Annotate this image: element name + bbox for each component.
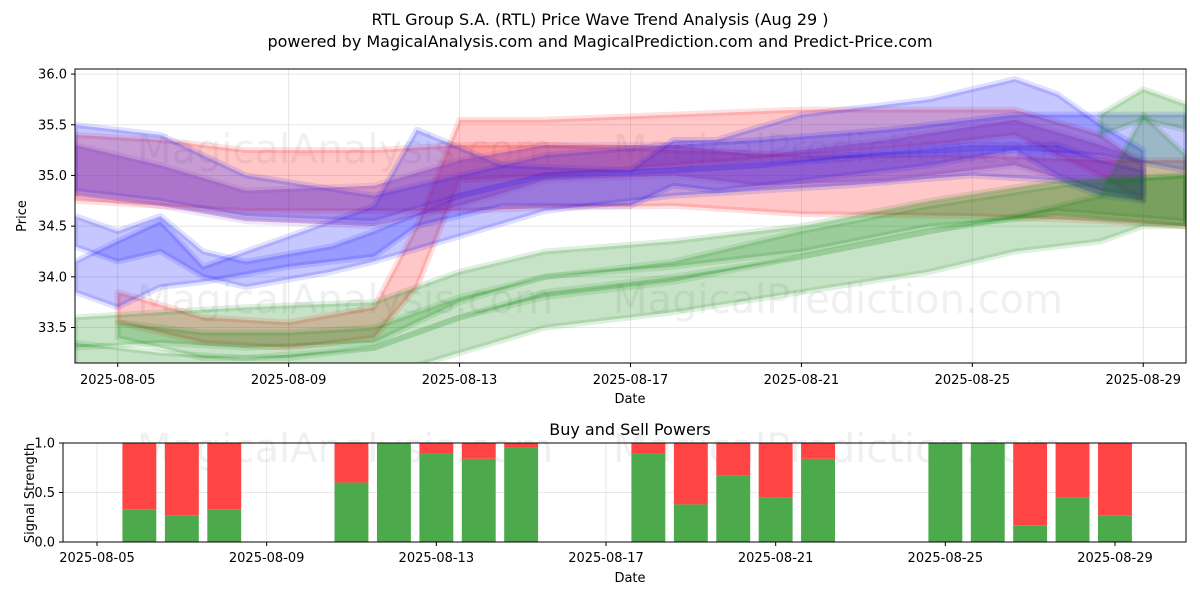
power-x-tick-label: 2025-08-21 — [738, 551, 814, 566]
sell-power-bar — [461, 443, 496, 459]
sell-power-bar — [716, 443, 751, 476]
price-x-tick-label: 2025-08-25 — [935, 373, 1011, 388]
buy-power-bar — [334, 482, 369, 542]
price-y-axis-label: Price — [15, 200, 30, 232]
power-y-tick-label: 0.0 — [34, 536, 55, 551]
sell-power-bar — [758, 443, 793, 498]
power-x-tick-label: 2025-08-29 — [1077, 551, 1153, 566]
power-x-axis-label: Date — [614, 571, 645, 586]
buy-power-bar — [631, 453, 666, 542]
chart-subtitle: powered by MagicalAnalysis.com and Magic… — [267, 32, 932, 51]
power-x-tick-label: 2025-08-25 — [908, 551, 984, 566]
power-x-tick-label: 2025-08-17 — [568, 551, 644, 566]
power-y-tick-label: 0.5 — [34, 486, 55, 501]
sell-power-bar — [164, 443, 199, 516]
sell-power-bar — [631, 443, 666, 454]
price-x-tick-label: 2025-08-17 — [593, 373, 669, 388]
sell-power-bar — [673, 443, 708, 505]
buy-power-bar — [504, 447, 539, 542]
buy-power-bar — [1013, 525, 1048, 542]
power-x-tick-label: 2025-08-09 — [229, 551, 305, 566]
buy-power-bar — [207, 509, 242, 542]
price-y-tick-label: 35.0 — [38, 169, 67, 184]
watermark-prediction-upper: MagicalPrediction.com — [613, 127, 1063, 173]
buy-power-bar — [377, 443, 411, 542]
price-panel: MagicalAnalysis.com MagicalPrediction.co… — [15, 68, 1187, 407]
buy-power-bar — [928, 443, 963, 542]
buy-power-bar — [801, 458, 835, 542]
price-x-axis-label: Date — [614, 392, 645, 407]
power-bars — [122, 443, 1132, 542]
sell-power-bar — [1013, 443, 1048, 526]
buy-power-bar — [461, 458, 496, 542]
price-x-tick-label: 2025-08-13 — [422, 373, 498, 388]
price-y-tick-label: 33.5 — [38, 321, 67, 336]
price-band-green-8 — [114, 172, 1186, 361]
price-x-tick-label: 2025-08-21 — [764, 373, 840, 388]
power-ticks: 2025-08-05 2025-08-09 2025-08-13 2025-08-17… — [34, 437, 1152, 567]
price-wave-bands — [75, 76, 1186, 363]
power-x-tick-label: 2025-08-05 — [59, 551, 135, 566]
price-band-green-6 — [75, 172, 1186, 351]
sell-power-bar — [207, 443, 242, 510]
sell-power-bar — [122, 443, 157, 510]
price-y-tick-label: 36.0 — [38, 68, 67, 83]
sell-power-bar — [419, 443, 454, 454]
price-y-tick-label: 34.5 — [38, 220, 67, 235]
price-watermarks: MagicalAnalysis.com MagicalPrediction.co… — [137, 127, 1063, 323]
price-band-blue-2 — [75, 111, 1186, 225]
price-band-red-0 — [75, 131, 1186, 230]
chart-title: RTL Group S.A. (RTL) Price Wave Trend An… — [371, 10, 828, 29]
watermark-prediction-lower: MagicalPrediction.com — [613, 277, 1063, 323]
price-band-green-9 — [1097, 86, 1186, 138]
power-x-tick-label: 2025-08-13 — [399, 551, 475, 566]
price-x-tick-label: 2025-08-09 — [251, 373, 327, 388]
price-band-green-7 — [75, 111, 1186, 363]
watermark-analysis-upper: MagicalAnalysis.com — [137, 127, 553, 173]
watermark-analysis-lower: MagicalAnalysis.com — [137, 277, 553, 323]
power-y-axis-label: Signal Strength — [23, 443, 38, 543]
price-grid — [75, 69, 1186, 363]
sell-power-bar — [801, 443, 835, 459]
buy-power-bar — [673, 504, 708, 542]
buy-power-bar — [1055, 497, 1090, 542]
price-y-tick-label: 34.0 — [38, 270, 67, 285]
price-x-tick-label: 2025-08-29 — [1105, 373, 1181, 388]
sell-power-bar — [334, 443, 369, 483]
buy-power-bar — [970, 443, 1005, 542]
price-band-red-1 — [114, 106, 1147, 351]
buy-power-bar — [716, 475, 751, 542]
price-y-tick-label: 35.5 — [38, 118, 67, 133]
buy-power-bar — [1098, 515, 1132, 542]
sell-power-bar — [1098, 443, 1132, 516]
price-band-purple-5 — [75, 116, 1147, 230]
buy-power-bar — [164, 515, 199, 542]
buy-power-bar — [122, 509, 157, 542]
power-chart-title: Buy and Sell Powers — [549, 420, 711, 439]
sell-power-bar — [1055, 443, 1090, 498]
buy-power-bar — [758, 497, 793, 542]
power-panel: Buy and Sell Powers MagicalAnalysis.com … — [23, 420, 1187, 586]
price-band-blue-4 — [75, 142, 1147, 290]
power-y-tick-label: 1.0 — [34, 437, 55, 452]
sell-power-bar — [504, 443, 539, 448]
price-band-group — [75, 76, 1186, 363]
price-band-blue-3 — [75, 76, 1147, 311]
buy-power-bar — [419, 453, 454, 542]
price-ticks: 2025-08-05 2025-08-09 2025-08-13 2025-08-17… — [38, 68, 1181, 388]
price-x-tick-label: 2025-08-05 — [80, 373, 156, 388]
